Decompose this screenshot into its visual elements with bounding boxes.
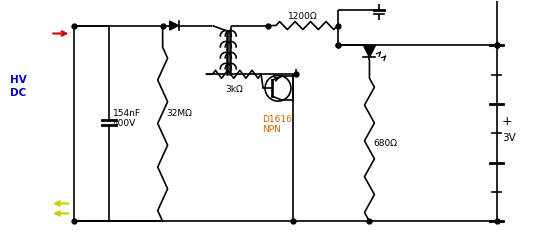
Text: 3kΩ: 3kΩ (225, 85, 243, 94)
Text: D1616
NPN: D1616 NPN (262, 115, 292, 134)
Text: 32MΩ: 32MΩ (167, 109, 192, 118)
Text: 154nF
400V: 154nF 400V (113, 109, 141, 128)
Polygon shape (169, 21, 179, 30)
Text: 3V: 3V (502, 133, 515, 143)
Text: 1200Ω: 1200Ω (288, 12, 318, 21)
Text: +: + (502, 115, 512, 128)
Text: 680Ω: 680Ω (373, 139, 398, 148)
Polygon shape (364, 45, 376, 57)
Text: HV
DC: HV DC (9, 75, 26, 98)
